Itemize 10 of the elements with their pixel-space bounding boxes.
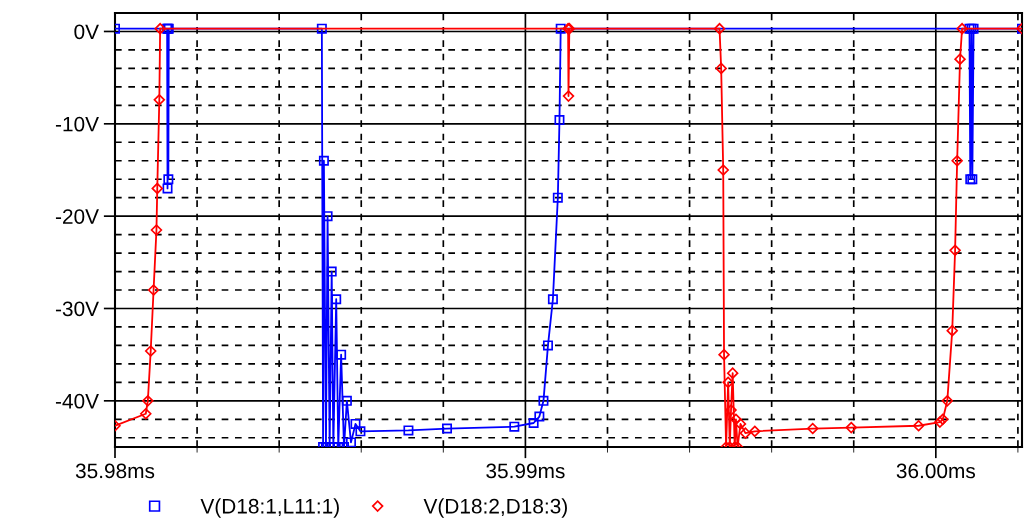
y-tick-label: -30V bbox=[55, 301, 99, 317]
legend-label: V(D18:2,D18:3) bbox=[423, 498, 567, 518]
y-tick-label: -10V bbox=[55, 116, 99, 132]
x-tick-label: 35.98ms bbox=[75, 463, 155, 479]
y-tick-label: -40V bbox=[55, 393, 99, 409]
legend-label: V(D18:1,L11:1) bbox=[200, 498, 339, 518]
x-tick-label: 36.00ms bbox=[896, 463, 976, 479]
y-tick-label: 0V bbox=[74, 24, 99, 40]
y-tick-label: -20V bbox=[55, 209, 99, 224]
x-tick-label: 35.99ms bbox=[486, 463, 565, 479]
